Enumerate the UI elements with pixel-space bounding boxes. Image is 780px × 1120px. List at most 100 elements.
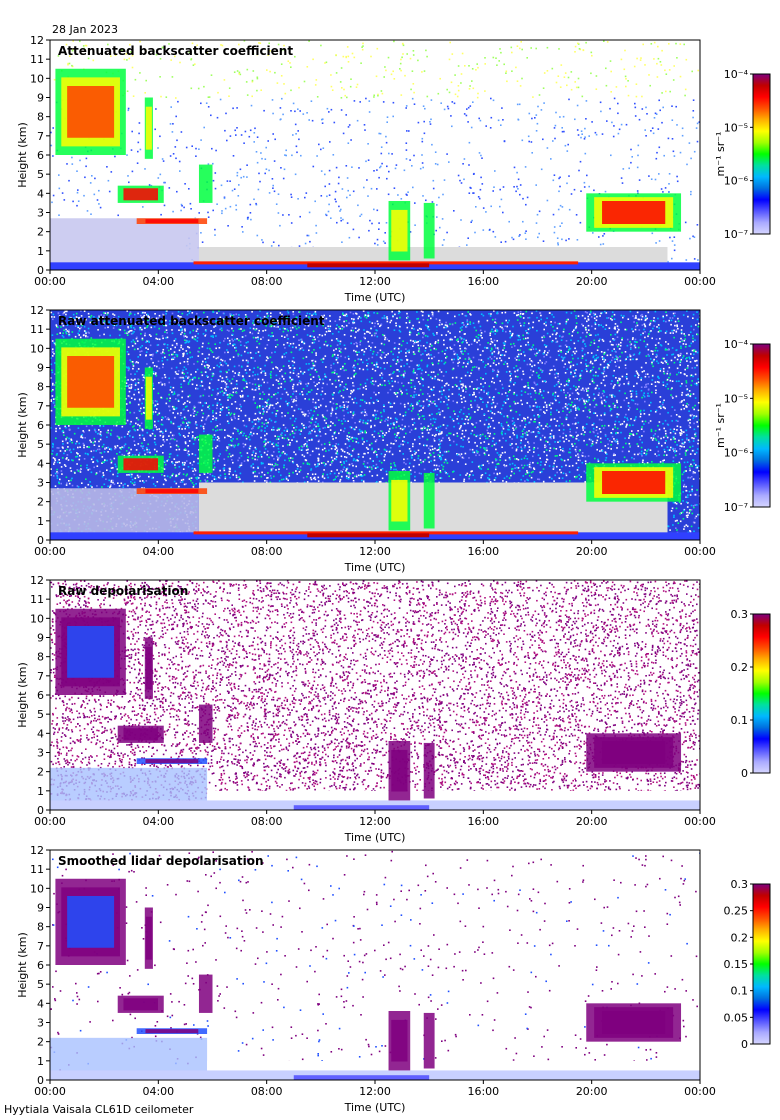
colorbar-unit-label: m⁻¹ sr⁻¹ [714, 403, 727, 448]
x-tick-label: 12:00 [359, 275, 391, 288]
y-tick-label: 2 [37, 226, 44, 239]
y-tick-label: 3 [37, 1017, 44, 1030]
y-axis-label: Height (km) [16, 392, 29, 458]
y-tick-label: 6 [37, 689, 44, 702]
heatmap-area [50, 850, 700, 1080]
y-tick-label: 4 [37, 997, 44, 1010]
panel-4: Smoothed lidar depolarisation01234567891… [16, 844, 771, 1114]
y-tick-label: 9 [37, 362, 44, 375]
y-tick-label: 4 [37, 457, 44, 470]
x-axis-label: Time (UTC) [344, 831, 406, 844]
y-tick-label: 11 [30, 323, 44, 336]
y-tick-label: 12 [30, 34, 44, 47]
heatmap-area [50, 40, 700, 270]
y-tick-label: 10 [30, 72, 44, 85]
x-tick-label: 08:00 [251, 545, 283, 558]
panel-2: Raw attenuated backscatter coefficient 0 1… [16, 304, 771, 574]
y-tick-label: 0 [37, 804, 44, 817]
colorbar-tick-label: 10⁻⁴ [724, 338, 749, 351]
x-tick-label: 08:00 [251, 1085, 283, 1098]
colorbar-unit-label: m⁻¹ sr⁻¹ [714, 132, 727, 177]
footer-caption: Hyytiala Vaisala CL61D ceilometer [4, 1103, 194, 1116]
colorbar [752, 73, 771, 235]
x-tick-label: 12:00 [359, 545, 391, 558]
colorbar-tick-label: 10⁻⁶ [724, 447, 749, 460]
colorbar-tick-label: 0.1 [731, 985, 749, 998]
colorbar [752, 883, 771, 1045]
x-tick-label: 16:00 [467, 1085, 499, 1098]
colorbar-tick-label: 0.2 [731, 661, 749, 674]
y-tick-label: 5 [37, 168, 44, 181]
x-tick-label: 00:00 [34, 1085, 66, 1098]
y-tick-label: 10 [30, 882, 44, 895]
x-tick-label: 16:00 [467, 545, 499, 558]
panel-title: Smoothed lidar depolarisation [58, 854, 264, 868]
y-tick-label: 11 [30, 53, 44, 66]
y-tick-label: 5 [37, 438, 44, 451]
panel-title: Raw depolarisation [58, 584, 188, 598]
y-axis-label: Height (km) [16, 662, 29, 728]
y-tick-label: 0 [37, 534, 44, 547]
x-tick-label: 00:00 [34, 275, 66, 288]
x-tick-label: 00:00 [34, 545, 66, 558]
colorbar-tick-label: 0.3 [731, 608, 749, 621]
y-tick-label: 12 [30, 304, 44, 317]
x-tick-label: 12:00 [359, 815, 391, 828]
x-tick-label: 20:00 [576, 545, 608, 558]
y-tick-label: 10 [30, 612, 44, 625]
y-tick-label: 5 [37, 978, 44, 991]
colorbar-tick-label: 10⁻⁷ [724, 501, 748, 514]
x-tick-label: 00:00 [34, 815, 66, 828]
y-tick-label: 11 [30, 863, 44, 876]
y-tick-label: 9 [37, 632, 44, 645]
x-tick-label: 00:00 [684, 275, 716, 288]
panel-1: Attenuated backscatter coefficient012345… [16, 34, 771, 304]
panel-title: Attenuated backscatter coefficient [58, 44, 293, 58]
y-tick-label: 10 [30, 342, 44, 355]
y-tick-label: 6 [37, 149, 44, 162]
colorbar-tick-label: 10⁻⁵ [724, 392, 748, 405]
y-axis-label: Height (km) [16, 122, 29, 188]
colorbar-tick-label: 0.2 [731, 931, 749, 944]
colorbar-tick-label: 10⁻⁴ [724, 68, 749, 81]
x-tick-label: 20:00 [576, 1085, 608, 1098]
y-tick-label: 7 [37, 940, 44, 953]
y-tick-label: 7 [37, 400, 44, 413]
heatmap-area [50, 580, 700, 810]
x-tick-label: 04:00 [142, 545, 174, 558]
colorbar [752, 343, 771, 508]
y-tick-label: 3 [37, 747, 44, 760]
x-tick-label: 16:00 [467, 815, 499, 828]
date-label: 28 Jan 2023 [52, 23, 118, 36]
y-tick-label: 6 [37, 959, 44, 972]
x-tick-label: 04:00 [142, 815, 174, 828]
colorbar [752, 613, 771, 774]
x-axis-label: Time (UTC) [344, 561, 406, 574]
y-tick-label: 1 [37, 785, 44, 798]
colorbar-tick-label: 0.3 [731, 878, 749, 891]
y-tick-label: 6 [37, 419, 44, 432]
y-tick-label: 7 [37, 670, 44, 683]
y-axis-label: Height (km) [16, 932, 29, 998]
y-tick-label: 1 [37, 1055, 44, 1068]
y-tick-label: 8 [37, 921, 44, 934]
y-tick-label: 4 [37, 187, 44, 200]
heatmap-area [50, 310, 700, 540]
x-tick-label: 12:00 [359, 1085, 391, 1098]
x-tick-label: 04:00 [142, 1085, 174, 1098]
x-axis-label: Time (UTC) [344, 291, 406, 304]
y-tick-label: 1 [37, 515, 44, 528]
colorbar-tick-label: 0 [741, 767, 748, 780]
panel-title: Raw attenuated backscatter coefficient [58, 314, 325, 328]
y-tick-label: 0 [37, 264, 44, 277]
colorbar-tick-label: 10⁻⁷ [724, 228, 748, 241]
y-tick-label: 2 [37, 1036, 44, 1049]
colorbar-tick-label: 0.15 [724, 958, 749, 971]
x-tick-label: 20:00 [576, 275, 608, 288]
colorbar-tick-label: 10⁻⁵ [724, 121, 748, 134]
y-tick-label: 0 [37, 1074, 44, 1087]
colorbar-tick-label: 0.05 [724, 1011, 749, 1024]
y-tick-label: 1 [37, 245, 44, 258]
